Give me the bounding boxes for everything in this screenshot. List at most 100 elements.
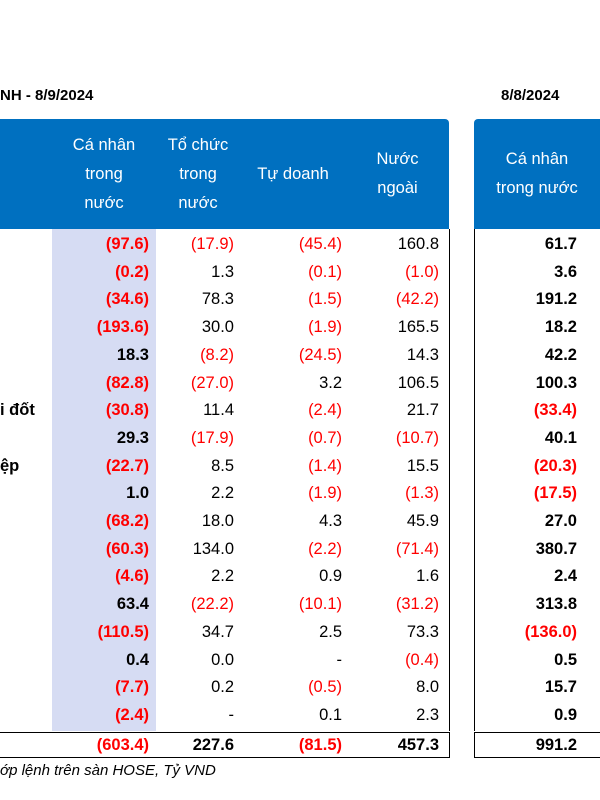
table-cell: 0.9 [554, 705, 577, 724]
column-header-line: trong nước [496, 179, 578, 197]
column-header-line: ngoài [377, 179, 418, 197]
table-cell: (33.4) [533, 401, 577, 420]
table-cell: 0.4 [126, 650, 149, 669]
table-cell: 457.3 [397, 736, 439, 754]
table-frame-right [474, 229, 600, 731]
footnote: ớp lệnh trên sàn HOSE, Tỷ VND [0, 762, 216, 779]
table-cell: 991.2 [535, 736, 577, 754]
table-cell: 313.8 [535, 595, 577, 614]
table-cell: (20.3) [533, 456, 577, 475]
column-header-line: Nước [376, 150, 419, 168]
table-cell: (110.5) [97, 622, 149, 641]
table-cell: 2.5 [319, 622, 342, 641]
table-cell: (24.5) [298, 345, 342, 364]
table-cell: 2.2 [211, 567, 234, 586]
table-cell: (2.2) [308, 539, 342, 558]
table-cell: 0.9 [319, 567, 342, 586]
table-cell: 15.7 [544, 678, 577, 697]
table-cell: (8.2) [200, 345, 234, 364]
column-header-line: Cá nhân [72, 135, 136, 154]
table-cell: (1.0) [405, 262, 439, 281]
table-cell: (30.8) [105, 401, 149, 420]
column-header-1: Tổ chức trong nước [156, 119, 240, 229]
date-left: NH - 8/9/2024 [0, 87, 94, 104]
table-cell: (4.6) [115, 567, 149, 586]
table-cell: (1.9) [308, 484, 342, 503]
table-cell: 165.5 [397, 318, 439, 337]
table-cell: 45.9 [406, 512, 439, 530]
table-cell: - [228, 705, 235, 724]
table-cell: (1.4) [308, 456, 342, 475]
table-cell: (17.5) [533, 484, 577, 503]
table-cell: 42.2 [544, 345, 577, 364]
table-cell: (82.8) [105, 373, 149, 392]
table-cell: 2.3 [416, 705, 439, 724]
column-header-0: Cá nhân trong nước [52, 119, 156, 229]
table-cell: 40.1 [544, 428, 577, 447]
table-cell: (31.2) [395, 595, 439, 614]
table-cell: (1.5) [308, 290, 342, 309]
table-cell: 1.0 [126, 484, 149, 503]
table-cell: (22.7) [105, 456, 149, 475]
table-cell: 1.3 [211, 262, 234, 281]
table-cell: 11.4 [203, 401, 234, 420]
table-cell: 0.0 [211, 650, 234, 669]
table-cell: (17.9) [190, 235, 234, 253]
column-header-line: trong [179, 164, 217, 183]
table-frame-left [0, 229, 450, 731]
table-cell: 30.0 [201, 318, 234, 337]
table-cell: (1.3) [405, 484, 439, 503]
table-cell: 61.7 [544, 235, 577, 253]
table-cell: (71.4) [395, 539, 439, 558]
column-header-line: Tổ chức [167, 135, 229, 154]
table-cell: (7.7) [115, 678, 149, 697]
table-cell: (34.6) [105, 290, 149, 309]
table-cell: (2.4) [308, 401, 342, 420]
column-header-right-0: Cá nhân trong nước [474, 119, 600, 229]
table-cell: (68.2) [105, 512, 149, 530]
table-cell: 78.3 [201, 290, 234, 309]
table-cell: 27.0 [544, 512, 577, 530]
table-cell: (97.6) [105, 235, 149, 253]
table-cell: 134.0 [192, 539, 234, 558]
table-cell: (22.2) [190, 595, 234, 614]
total-box-right [474, 732, 600, 758]
header-panel-right: Cá nhân trong nước [474, 119, 600, 229]
total-box-left [0, 732, 450, 758]
table-cell: 15.5 [406, 456, 439, 475]
table-cell: 191.2 [535, 290, 577, 309]
table-cell: 2.2 [211, 484, 234, 503]
table-cell: (17.9) [190, 428, 234, 447]
table-cell: 3.2 [319, 373, 342, 392]
table-cell: 0.5 [554, 650, 577, 669]
table-cell: (10.1) [298, 595, 342, 614]
table-cell: (603.4) [96, 736, 149, 754]
table-cell: 0.2 [211, 678, 234, 697]
table-cell: (81.5) [298, 736, 342, 754]
table-cell: (27.0) [190, 373, 234, 392]
table-cell: 34.7 [201, 622, 234, 641]
table-cell: 160.8 [397, 235, 439, 253]
column-header-line: Tự doanh [257, 164, 329, 183]
column-header-2: Tự doanh [240, 119, 346, 229]
table-cell: (45.4) [298, 235, 342, 253]
table-cell: (0.4) [405, 650, 439, 669]
column-header-line: nước [178, 193, 218, 212]
table-cell: 1.6 [416, 567, 439, 586]
table-cell: 2.4 [554, 567, 577, 586]
table-cell: 0.1 [319, 705, 342, 724]
table-cell: (42.2) [395, 290, 439, 309]
table-cell: 73.3 [406, 622, 439, 641]
table-cell: 3.6 [554, 262, 577, 281]
table-cell: 63.4 [116, 595, 149, 614]
table-cell: (193.6) [96, 318, 149, 337]
table-cell: 18.0 [201, 512, 234, 530]
table-cell: 21.7 [406, 401, 439, 420]
table-cell: (0.1) [308, 262, 342, 281]
table-cell: (0.2) [115, 262, 149, 281]
table-cell: (136.0) [524, 622, 577, 641]
table-cell: 18.3 [116, 345, 149, 364]
row-label: ệp [0, 456, 20, 475]
column-header-line: trong [85, 164, 123, 183]
row-label: i đốt [0, 401, 35, 420]
